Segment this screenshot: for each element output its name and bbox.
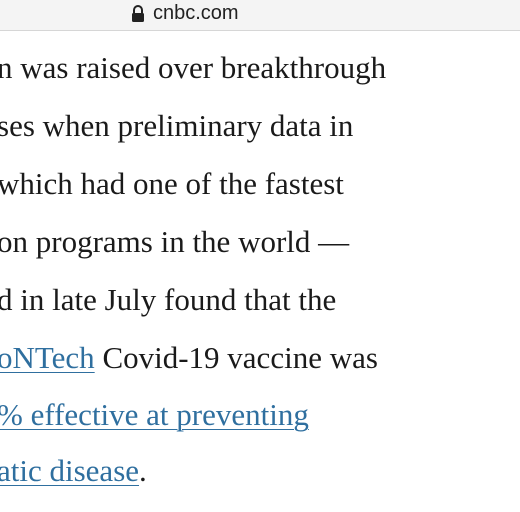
text-line: d in late July found that the [0,282,337,317]
text-line: on programs in the world — [0,224,350,259]
text: . [139,453,147,488]
text: Covid-19 vaccine was [94,340,378,375]
link[interactable]: atic disease [0,453,140,488]
lock-icon [132,5,144,22]
text-line: n was raised over breakthrough [0,50,387,85]
text-line: oNTech Covid-19 vaccine was [0,340,378,376]
link[interactable]: oNTech [0,340,95,375]
url: cnbc.com [153,2,239,24]
text-line: which had one of the fastest [0,166,344,201]
text-line: atic disease. [0,453,147,489]
text-line: % effective at preventing [0,397,309,433]
text-line: ses when preliminary data in [0,108,354,143]
link[interactable]: % effective at preventing [0,397,309,432]
address-bar[interactable]: cnbc.com [0,0,520,31]
